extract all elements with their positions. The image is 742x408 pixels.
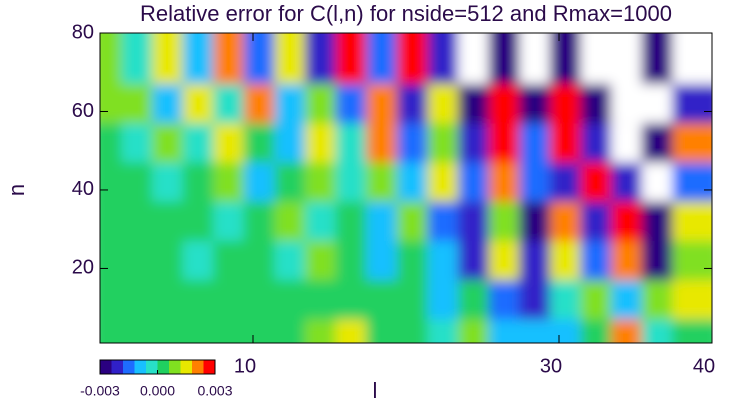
- x-axis-label: l: [373, 378, 378, 403]
- x-tick-label: 10: [234, 355, 256, 377]
- y-tick-label: 60: [72, 100, 94, 122]
- colorbar-swatch: [180, 360, 193, 374]
- colorbar-swatch: [192, 360, 204, 374]
- y-tick-label: 20: [72, 257, 94, 279]
- y-tick-label: 40: [72, 178, 94, 200]
- colorbar-swatch: [134, 360, 147, 374]
- cells: [100, 33, 712, 343]
- chart-title: Relative error for C(l,n) for nside=512 …: [140, 1, 672, 26]
- colorbar: -0.003 0.000 0.003: [80, 359, 233, 399]
- colorbar-swatch: [111, 360, 124, 374]
- colorbar-swatch: [146, 360, 158, 374]
- x-tick-label: 30: [540, 355, 562, 377]
- colorbar-swatch: [100, 360, 112, 374]
- x-tick-label: 40: [693, 355, 715, 377]
- colorbar-tick-label: -0.003: [80, 383, 120, 399]
- colorbar-tick-label: 0.000: [140, 383, 175, 399]
- colorbar-swatch: [123, 360, 135, 374]
- y-axis-label: n: [4, 184, 29, 196]
- colorbar-tick-label: 0.003: [197, 383, 232, 399]
- colorbar-swatch: [169, 360, 181, 374]
- contour-field: [100, 33, 712, 343]
- cell: [672, 33, 712, 85]
- colorbar-swatch: [203, 360, 216, 374]
- colorbar-swatch: [157, 360, 170, 374]
- plot-frame: [99, 32, 713, 344]
- y-tick-label: 80: [72, 21, 94, 43]
